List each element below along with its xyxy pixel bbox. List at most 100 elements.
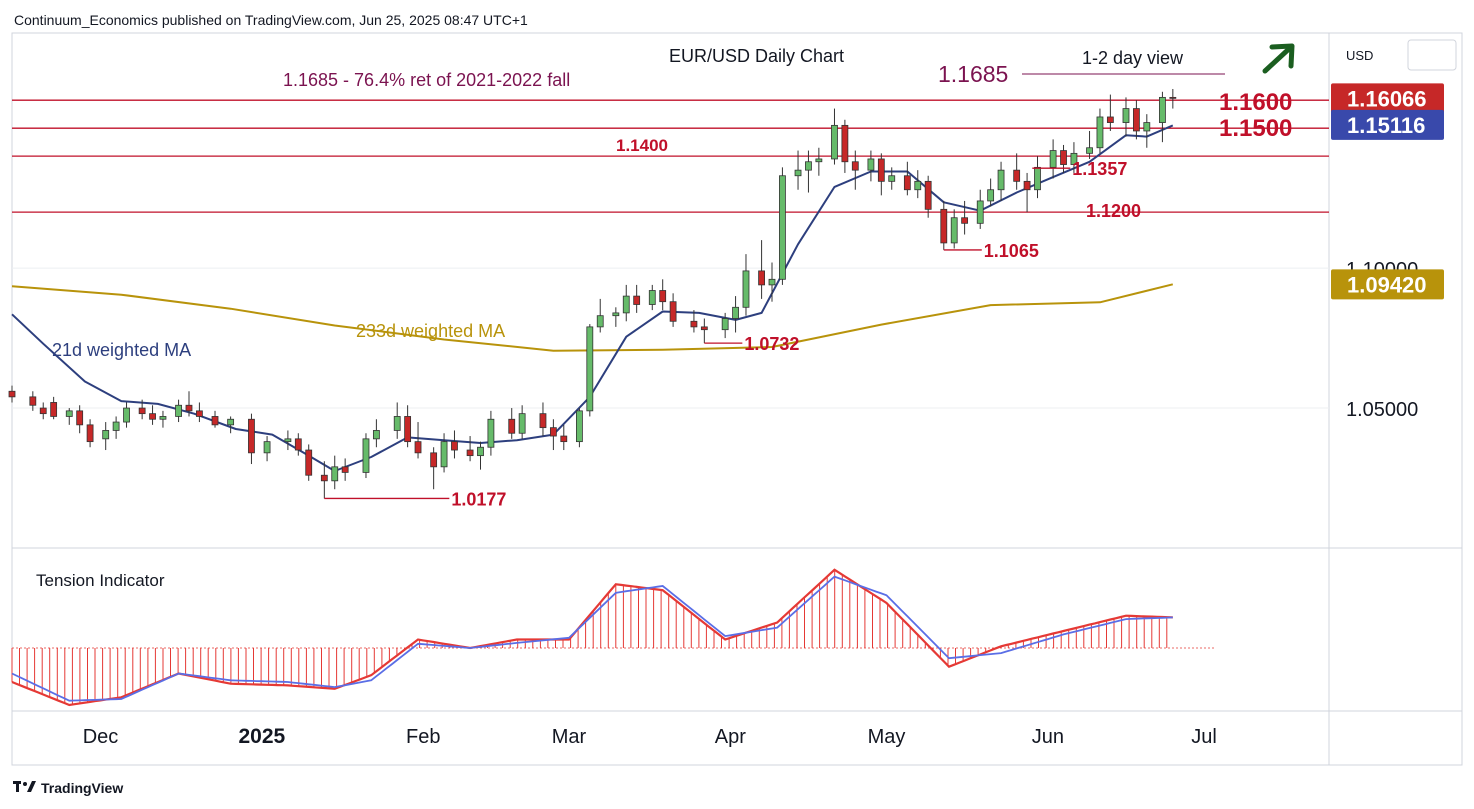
candle-75 xyxy=(987,178,995,207)
candle-body-76 xyxy=(997,169,1005,191)
candle-body-85 xyxy=(1106,116,1114,123)
published-caption: Continuum_Economics published on Trading… xyxy=(14,12,528,28)
candle-body-90 xyxy=(1169,96,1177,99)
candle-72 xyxy=(950,209,958,249)
candle-body-52 xyxy=(700,326,708,331)
price-badge-0 xyxy=(1331,83,1444,114)
candle-73 xyxy=(961,200,969,235)
level-label-3: 1.1200 xyxy=(1086,201,1141,221)
candle-body-60 xyxy=(805,161,812,171)
candle-body-87 xyxy=(1132,108,1140,132)
candle-body-28 xyxy=(393,416,401,431)
candle-body-78 xyxy=(1023,180,1031,191)
candle-body-11 xyxy=(149,413,156,420)
candle-body-6 xyxy=(86,424,94,443)
candle-40 xyxy=(549,419,557,451)
candle-body-62 xyxy=(831,124,838,160)
candle-body-31 xyxy=(430,452,438,468)
candle-88 xyxy=(1143,114,1151,148)
annotation-label-3: 1.1357 xyxy=(1072,159,1127,179)
candle-body-1 xyxy=(29,396,37,406)
candle-39 xyxy=(539,402,547,437)
level-label-0: 1.1600 xyxy=(1219,89,1292,116)
candle-19 xyxy=(263,436,271,462)
candle-body-26 xyxy=(362,438,370,473)
candle-body-25 xyxy=(341,466,349,473)
fib-target-value: 1.1685 xyxy=(938,61,1008,87)
candle-20 xyxy=(284,430,292,451)
candle-body-45 xyxy=(612,312,620,317)
candle-82 xyxy=(1070,142,1078,173)
candle-body-14 xyxy=(185,404,193,412)
candle-15 xyxy=(195,402,203,423)
candle-43 xyxy=(586,324,594,417)
candle-51 xyxy=(690,310,698,333)
candle-body-17 xyxy=(227,418,235,426)
candle-body-9 xyxy=(123,407,130,423)
candle-body-69 xyxy=(914,180,922,191)
candle-2 xyxy=(39,402,47,420)
price-annotations: 1.0177 1.0732 1.1065 1.1357 xyxy=(324,159,1127,509)
candle-3 xyxy=(50,396,58,420)
candle-33 xyxy=(451,430,458,459)
candle-61 xyxy=(815,147,823,176)
candle-body-65 xyxy=(867,158,875,171)
candle-body-48 xyxy=(648,290,656,305)
tradingview-logo-icon[interactable] xyxy=(13,781,36,792)
candle-5 xyxy=(76,405,84,434)
candle-body-70 xyxy=(924,180,932,210)
time-tick-2: Feb xyxy=(406,726,440,748)
candle-body-21 xyxy=(294,438,302,451)
candle-body-36 xyxy=(487,418,495,448)
candle-69 xyxy=(914,170,922,199)
candle-35 xyxy=(477,441,484,470)
price-badge-1 xyxy=(1331,109,1444,140)
candle-body-40 xyxy=(549,427,557,437)
gridlines xyxy=(12,267,1329,409)
fib-target-note: 1.1685 - 76.4% ret of 2021-2022 fall xyxy=(283,70,570,90)
tradingview-brand[interactable]: TradingView xyxy=(41,780,123,796)
candle-body-82 xyxy=(1070,152,1078,165)
time-tick-5: May xyxy=(868,726,906,748)
candle-74 xyxy=(976,189,984,229)
candle-22 xyxy=(305,444,313,481)
candle-27 xyxy=(372,419,380,448)
candle-90 xyxy=(1169,88,1177,109)
level-label-1: 1.1500 xyxy=(1219,115,1292,142)
candle-30 xyxy=(414,422,422,459)
annotation-label-2: 1.1065 xyxy=(984,241,1039,261)
candle-body-73 xyxy=(961,217,969,224)
candle-body-83 xyxy=(1086,147,1093,154)
candle-body-10 xyxy=(138,407,146,415)
candle-60 xyxy=(805,150,812,193)
candle-18 xyxy=(248,413,255,465)
scale-menu-button[interactable] xyxy=(1407,39,1457,71)
candle-body-53 xyxy=(721,318,729,331)
candle-body-41 xyxy=(560,435,568,443)
level-label-2: 1.1400 xyxy=(616,136,668,155)
candle-32 xyxy=(440,433,448,473)
time-tick-7: Jul xyxy=(1191,726,1217,748)
candle-23 xyxy=(320,461,328,499)
candle-body-63 xyxy=(841,124,849,163)
candle-24 xyxy=(331,455,339,490)
candle-body-3 xyxy=(50,402,58,417)
candle-body-43 xyxy=(586,326,594,412)
candle-65 xyxy=(867,150,875,182)
candle-80 xyxy=(1049,139,1057,179)
candle-body-67 xyxy=(888,175,896,182)
candle-body-66 xyxy=(877,158,885,182)
candle-6 xyxy=(86,419,94,448)
candle-body-47 xyxy=(633,295,641,305)
candle-42 xyxy=(576,408,583,448)
candle-79 xyxy=(1034,156,1041,199)
candle-body-18 xyxy=(248,418,255,454)
candle-body-27 xyxy=(372,430,380,440)
candle-76 xyxy=(997,161,1005,201)
candle-body-13 xyxy=(175,404,182,417)
candle-50 xyxy=(669,293,677,327)
candle-body-57 xyxy=(768,278,776,286)
candle-body-0 xyxy=(8,390,16,398)
candle-83 xyxy=(1086,130,1093,159)
